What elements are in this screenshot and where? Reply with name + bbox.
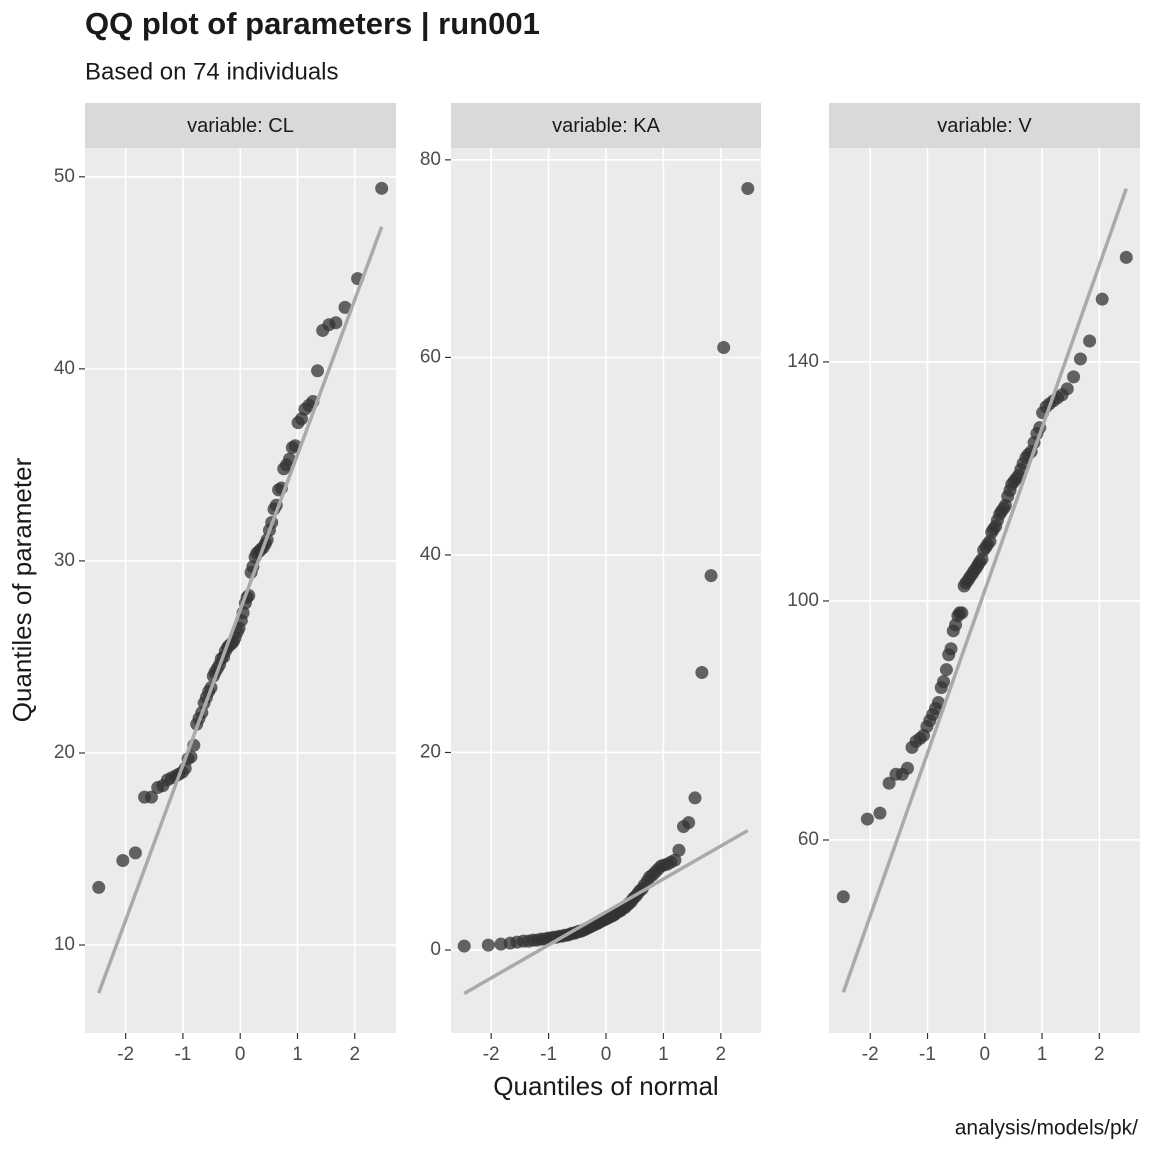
point [682, 816, 696, 830]
x-tick-label: 2 [1094, 1044, 1105, 1065]
facet-strip [829, 103, 1140, 148]
point [1073, 352, 1087, 366]
y-tick-label: 100 [787, 590, 819, 611]
x-tick-label: -2 [483, 1044, 500, 1065]
point [1067, 370, 1081, 384]
facet-strip [85, 103, 396, 148]
point [329, 316, 343, 330]
point [860, 812, 874, 826]
facet-title: variable: V [937, 115, 1032, 137]
point [1060, 382, 1074, 396]
point [741, 181, 755, 195]
y-tick-label: 20 [420, 742, 441, 763]
point [717, 341, 731, 355]
point [92, 880, 106, 894]
point [128, 846, 142, 860]
y-tick-label: 60 [420, 346, 441, 367]
point [873, 806, 887, 820]
point [457, 939, 471, 953]
point [1119, 250, 1133, 264]
point [695, 665, 709, 679]
x-tick-label: 2 [716, 1044, 727, 1065]
facet-title: variable: KA [552, 115, 660, 137]
y-tick-label: 40 [420, 544, 441, 565]
point [116, 854, 130, 868]
facet-strip [451, 103, 761, 148]
y-tick-label: 140 [787, 351, 819, 372]
point [900, 761, 914, 775]
point [882, 776, 896, 790]
point [311, 364, 325, 378]
point [931, 696, 945, 710]
y-tick-label: 50 [54, 166, 75, 187]
reference-line [841, 188, 1128, 993]
reference-line [463, 828, 749, 996]
point [375, 181, 389, 195]
point [939, 663, 953, 677]
point [836, 890, 850, 904]
y-tick-label: 40 [54, 358, 75, 379]
y-tick-label: 60 [798, 829, 819, 850]
x-tick-label: 2 [349, 1044, 360, 1065]
x-tick-label: 1 [658, 1044, 669, 1065]
point [282, 452, 296, 466]
point [937, 675, 951, 689]
point [944, 642, 958, 656]
point [955, 606, 969, 620]
x-tick-label: -2 [117, 1044, 134, 1065]
point [144, 790, 158, 804]
x-tick-label: -2 [862, 1044, 879, 1065]
point [688, 791, 702, 805]
point [481, 938, 495, 952]
y-tick-label: 10 [54, 934, 75, 955]
x-tick-label: -1 [540, 1044, 557, 1065]
x-tick-label: 1 [1037, 1044, 1048, 1065]
point [1095, 292, 1109, 306]
point [704, 569, 718, 583]
x-tick-label: 1 [292, 1044, 303, 1065]
point [338, 300, 352, 314]
y-axis-label: Quantiles of parameter [7, 457, 37, 722]
caption: analysis/models/pk/ [955, 1117, 1138, 1140]
y-tick-label: 80 [420, 149, 441, 170]
x-tick-label: 0 [979, 1044, 990, 1065]
x-axis-label: Quantiles of normal [493, 1071, 718, 1101]
x-tick-label: -1 [174, 1044, 191, 1065]
facet-title: variable: CL [187, 115, 294, 137]
x-tick-label: 0 [235, 1044, 246, 1065]
y-tick-label: 30 [54, 550, 75, 571]
chart-subtitle: Based on 74 individuals [85, 58, 339, 85]
y-tick-label: 0 [430, 939, 441, 960]
point [672, 843, 686, 857]
point [668, 853, 682, 867]
reference-line [97, 226, 384, 994]
y-tick-label: 20 [54, 742, 75, 763]
point [1083, 334, 1097, 348]
x-tick-label: 0 [601, 1044, 612, 1065]
chart-title: QQ plot of parameters | run001 [85, 6, 540, 41]
x-tick-label: -1 [919, 1044, 936, 1065]
